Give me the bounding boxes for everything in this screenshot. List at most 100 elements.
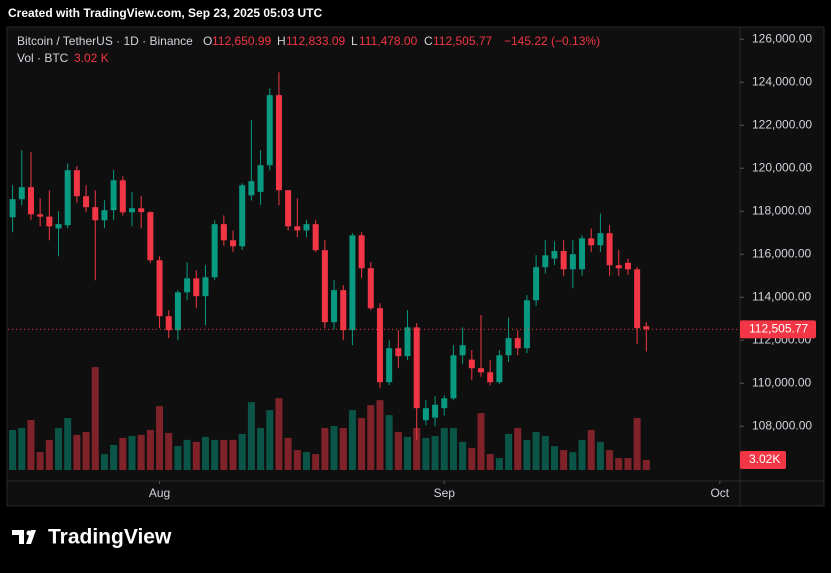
candle-body [128, 208, 135, 213]
candle-body [230, 240, 237, 247]
logo: TradingView [12, 526, 172, 549]
candle-body [211, 224, 218, 278]
volume-bar [201, 436, 209, 470]
candle-body [367, 268, 374, 309]
candle-body [450, 355, 457, 399]
volume-bar [550, 446, 558, 470]
volume-bar [385, 415, 393, 470]
candle-body [477, 368, 484, 373]
volume-bar [18, 427, 26, 470]
volume-value: 3.02 K [74, 51, 109, 65]
candle-body [386, 348, 393, 383]
created-note: Created with TradingView.com, Sep 23, 20… [8, 6, 322, 20]
candle-body [321, 250, 328, 323]
candle-body [551, 251, 558, 259]
volume-bar [440, 427, 448, 470]
volume-bar [505, 433, 513, 470]
volume-bar [330, 425, 338, 470]
candle-body [422, 408, 429, 421]
last-price-label: 112,505.77 [749, 322, 808, 336]
volume-bar [156, 406, 164, 470]
candle-body [588, 238, 595, 246]
candle-body [193, 278, 200, 297]
volume-bar [82, 431, 90, 470]
volume-bar [615, 458, 623, 470]
volume-bar [9, 429, 17, 470]
volume-bar [348, 410, 356, 470]
candle-body [404, 327, 411, 357]
volume-bar [633, 418, 641, 470]
candle-body [285, 190, 292, 227]
y-tick-label: 118,000.00 [752, 203, 811, 217]
candle-body [606, 233, 613, 266]
volume-bar [27, 420, 35, 470]
candle-body [523, 300, 530, 349]
plot-area [8, 72, 740, 470]
volume-bar [192, 441, 200, 470]
volume-bar [321, 427, 329, 470]
volume-bar [64, 418, 72, 470]
candle-body [220, 224, 227, 241]
candle-body [487, 372, 494, 383]
logo-dot [26, 530, 32, 536]
volume-axis-label: 3.02K [749, 452, 780, 466]
volume-bar [560, 450, 568, 470]
volume-bar [486, 454, 494, 470]
volume-bar [128, 435, 136, 470]
candle-body [257, 165, 264, 192]
volume-bar [211, 439, 219, 470]
volume-bar [174, 446, 182, 470]
candle-body [340, 290, 347, 331]
y-tick-label: 108,000.00 [752, 418, 812, 432]
candle-body [9, 199, 16, 218]
volume-bar [137, 434, 145, 470]
volume-bar [532, 431, 540, 470]
volume-bar [146, 429, 154, 470]
y-tick-label: 124,000.00 [752, 74, 812, 88]
brand: TradingView [48, 526, 172, 549]
volume-bar [358, 418, 366, 470]
chart-panel [6, 26, 825, 507]
candle-body [624, 262, 631, 270]
candle-body [266, 95, 273, 166]
candle-body [542, 255, 549, 268]
y-tick-label: 114,000.00 [752, 289, 811, 303]
candle-body [349, 235, 356, 331]
candle-body [138, 208, 145, 213]
volume-bar [606, 450, 614, 470]
volume-bar [404, 436, 412, 470]
candle-body [64, 170, 71, 226]
ohlc-value: 112,505.77 [433, 34, 492, 48]
volume-bar [275, 398, 283, 470]
candle-body [468, 359, 475, 369]
x-tick-label: Aug [149, 486, 170, 500]
candle-body [101, 210, 108, 221]
y-tick-label: 116,000.00 [752, 246, 811, 260]
y-tick-label: 120,000.00 [752, 160, 812, 174]
candle-body [533, 267, 540, 301]
candle-body [174, 292, 181, 331]
symbol: Bitcoin / TetherUS · 1D · Binance [17, 34, 193, 48]
candle-body [275, 95, 282, 191]
volume-bar [468, 448, 476, 470]
candle-body [376, 308, 383, 383]
volume-bar [449, 427, 457, 470]
candle-body [432, 404, 439, 418]
volume-bar [624, 458, 632, 470]
x-tick-label: Oct [710, 486, 729, 500]
volume-bar [238, 433, 246, 470]
volume-bar [477, 413, 485, 470]
volume-bar [220, 439, 228, 470]
volume-bar [293, 450, 301, 470]
candle-body [202, 277, 209, 297]
volume-bar [413, 427, 421, 470]
volume-bar [569, 452, 577, 470]
volume-bar [247, 402, 255, 470]
candle-body [579, 238, 586, 270]
candle-body [83, 196, 90, 208]
volume-bar [183, 439, 191, 470]
y-tick-label: 126,000.00 [752, 31, 812, 45]
y-tick-label: 110,000.00 [752, 375, 811, 389]
candle-body [643, 326, 650, 330]
